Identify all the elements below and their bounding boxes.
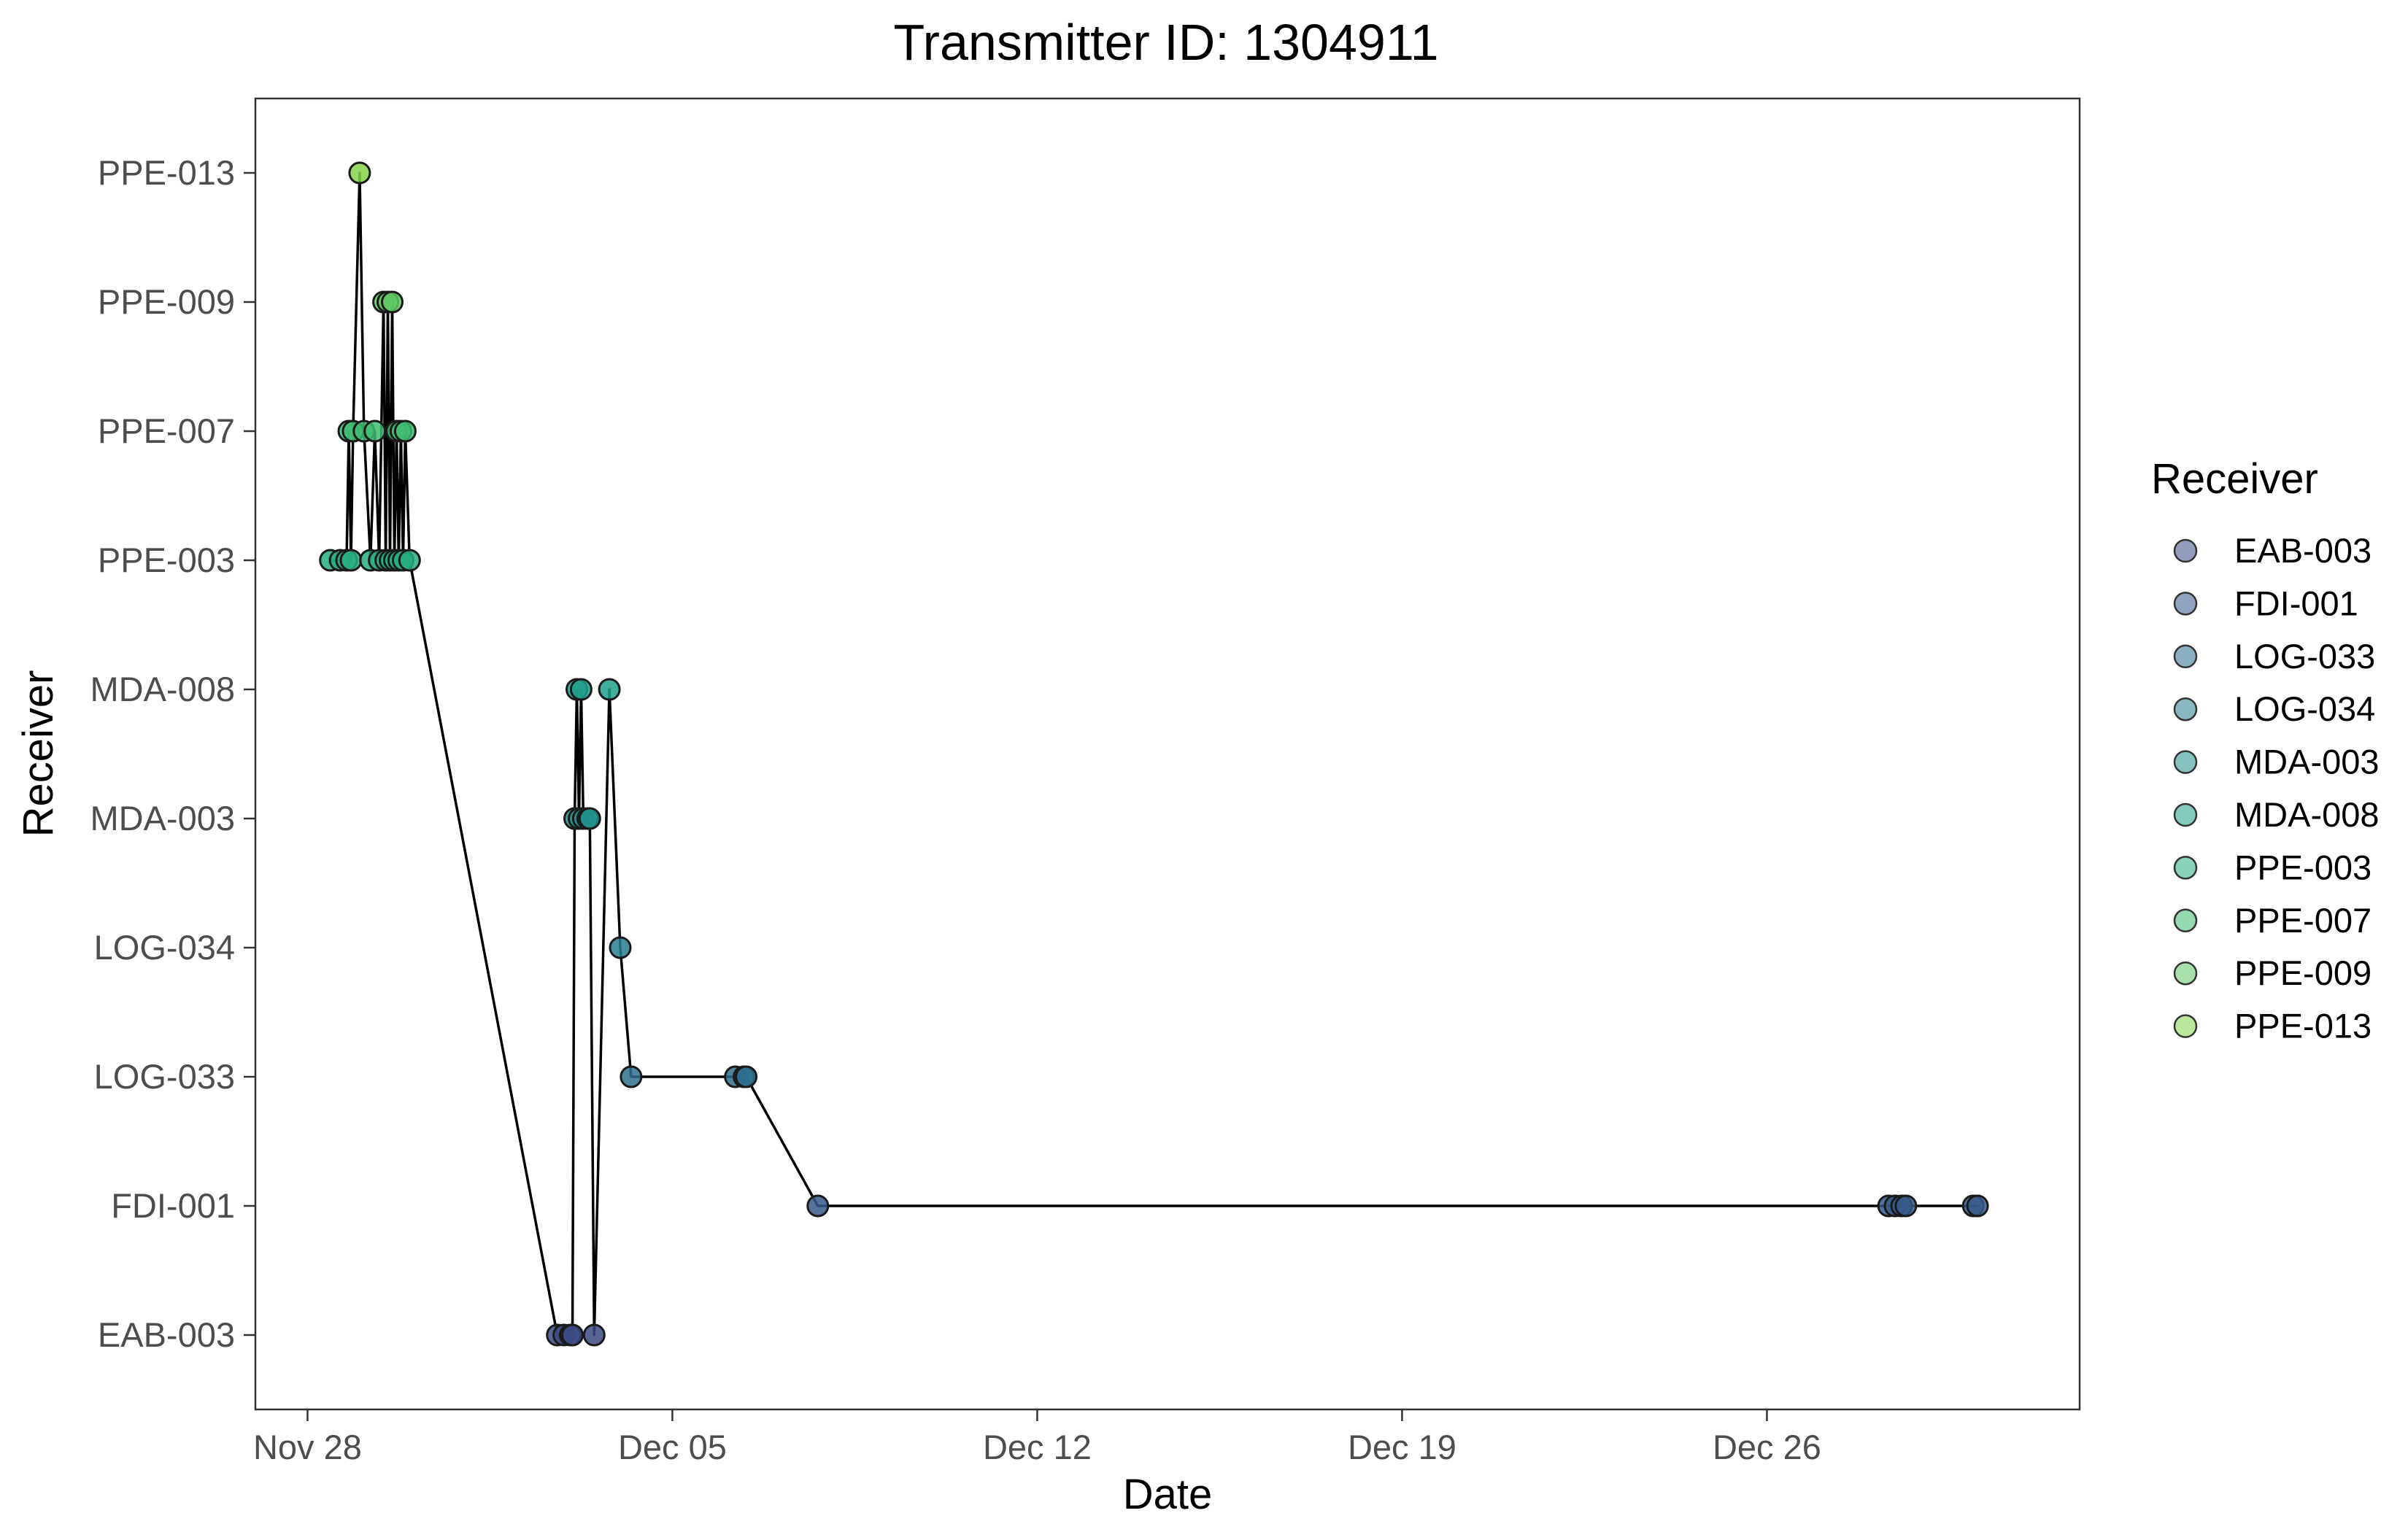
y-tick-label: PPE-003 xyxy=(98,541,235,579)
y-tick-label: LOG-034 xyxy=(94,928,235,967)
legend-label: EAB-003 xyxy=(2234,531,2372,570)
data-point xyxy=(582,1323,606,1347)
y-tick-label: PPE-009 xyxy=(98,282,235,321)
plot-panel-border xyxy=(254,97,2081,1411)
data-point xyxy=(1894,1194,1918,1218)
chart-title: Transmitter ID: 1304911 xyxy=(894,14,1439,71)
legend-key-mda-003 xyxy=(2173,750,2198,774)
legend-label: MDA-008 xyxy=(2234,795,2380,834)
legend-key-ppe-009 xyxy=(2173,961,2198,986)
legend-key-log-033 xyxy=(2173,644,2198,669)
legend-key-eab-003 xyxy=(2173,538,2198,563)
x-tick-label: Dec 26 xyxy=(1713,1428,1821,1466)
data-point xyxy=(363,419,387,443)
legend-label: LOG-033 xyxy=(2234,637,2375,676)
data-point xyxy=(393,419,417,443)
legend-label: MDA-003 xyxy=(2234,743,2380,781)
legend-key-ppe-013 xyxy=(2173,1014,2198,1038)
data-point xyxy=(609,936,632,959)
data-point xyxy=(620,1065,643,1088)
data-point xyxy=(381,290,404,314)
x-tick-label: Dec 12 xyxy=(983,1428,1092,1466)
data-point xyxy=(598,678,621,701)
legend-label: PPE-003 xyxy=(2234,848,2372,886)
legend-label: FDI-001 xyxy=(2234,584,2358,622)
x-axis: Nov 28 Dec 05 Dec 12 Dec 19 Dec 26 xyxy=(253,1409,1821,1466)
data-point xyxy=(561,1323,584,1347)
x-tick-label: Nov 28 xyxy=(253,1428,362,1466)
x-axis-title: Date xyxy=(1123,1471,1213,1518)
data-point xyxy=(398,549,421,572)
legend-label: PPE-013 xyxy=(2234,1007,2372,1045)
y-tick-label: MDA-003 xyxy=(90,799,235,837)
data-point xyxy=(735,1065,758,1088)
data-point xyxy=(339,549,363,572)
legend-key-ppe-003 xyxy=(2173,856,2198,880)
legend-label: PPE-007 xyxy=(2234,901,2372,940)
data-point xyxy=(578,807,601,830)
y-tick-label: MDA-008 xyxy=(90,670,235,708)
data-point xyxy=(569,678,593,701)
y-tick-label: PPE-007 xyxy=(98,411,235,450)
series-points-group xyxy=(319,161,1989,1347)
data-point xyxy=(348,161,371,185)
y-tick-label: EAB-003 xyxy=(98,1315,235,1354)
legend-label: PPE-009 xyxy=(2234,953,2372,992)
legend-key-ppe-007 xyxy=(2173,908,2198,933)
data-point xyxy=(1966,1194,1989,1218)
legend-key-log-034 xyxy=(2173,697,2198,721)
y-axis: EAB-003 FDI-001 LOG-033 LOG-034 MDA-003 MDA-0… xyxy=(90,153,255,1354)
x-tick-label: Dec 05 xyxy=(618,1428,727,1466)
y-tick-label: FDI-001 xyxy=(111,1186,235,1225)
y-axis-title: Receiver xyxy=(15,670,62,837)
legend-label: LOG-034 xyxy=(2234,689,2375,728)
y-tick-label: LOG-033 xyxy=(94,1057,235,1096)
data-point xyxy=(806,1194,830,1218)
x-tick-label: Dec 19 xyxy=(1348,1428,1456,1466)
legend-key-mda-008 xyxy=(2173,802,2198,827)
legend-key-fdi-001 xyxy=(2173,592,2198,616)
legend-title: Receiver xyxy=(2151,455,2318,503)
legend: EAB-003 FDI-001 LOG-033 LOG-034 MDA-003 MDA-0… xyxy=(2173,531,2380,1045)
y-tick-label: PPE-013 xyxy=(98,153,235,192)
